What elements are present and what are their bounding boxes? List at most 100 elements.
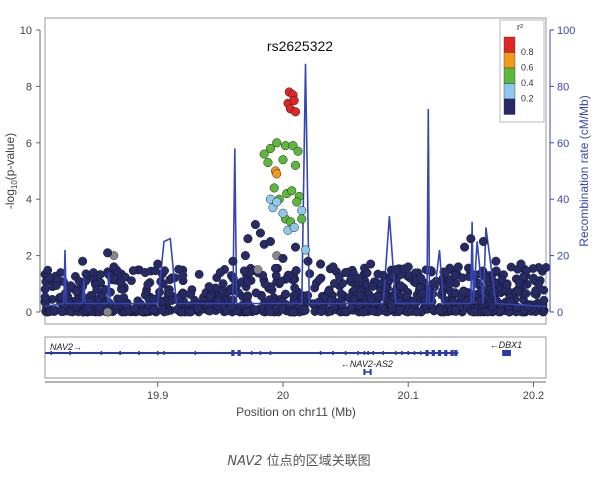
snp-point bbox=[292, 197, 302, 207]
snp-point bbox=[541, 263, 551, 272]
right-tick-label: 40 bbox=[557, 194, 569, 206]
snp-point bbox=[336, 289, 346, 299]
snp-point bbox=[445, 278, 455, 288]
x-axis: 19.9 20 20.1 20.2 bbox=[45, 381, 546, 402]
snp-point-gray bbox=[253, 265, 263, 275]
exon bbox=[367, 351, 369, 355]
snp-point bbox=[140, 267, 150, 278]
exon bbox=[444, 350, 448, 356]
snp-point bbox=[328, 262, 338, 272]
exon bbox=[319, 351, 322, 355]
snp-point bbox=[337, 300, 347, 310]
snp-point bbox=[78, 256, 88, 266]
snp-point bbox=[255, 228, 265, 238]
snp-point bbox=[519, 271, 529, 281]
exon bbox=[425, 350, 429, 356]
snp-point bbox=[380, 290, 390, 300]
snp-point bbox=[366, 259, 376, 269]
snp-points-layer bbox=[40, 63, 551, 317]
gene-label-dbx1: ←DBX1 bbox=[490, 340, 523, 350]
exon bbox=[454, 350, 458, 356]
legend-label: 0.8 bbox=[521, 47, 534, 57]
snp-point bbox=[260, 279, 270, 289]
snp-point bbox=[242, 306, 252, 316]
legend-swatch bbox=[503, 83, 516, 100]
snp-point bbox=[40, 292, 50, 302]
snp-point bbox=[167, 296, 177, 305]
exon bbox=[363, 351, 366, 355]
snp-point bbox=[502, 280, 512, 290]
left-tick-label: 8 bbox=[26, 81, 32, 93]
exon bbox=[259, 351, 262, 355]
exon bbox=[250, 351, 253, 355]
caption-text: 位点的区域关联图 bbox=[262, 454, 371, 469]
x-tick-label: 20 bbox=[277, 390, 289, 402]
snp-point bbox=[278, 253, 288, 263]
legend-label: 0.4 bbox=[521, 78, 534, 88]
left-tick-label: 0 bbox=[26, 307, 32, 319]
snp-point bbox=[109, 273, 119, 283]
exon bbox=[156, 351, 159, 355]
snp-point bbox=[178, 270, 188, 280]
snp-point bbox=[539, 285, 549, 295]
snp-point bbox=[435, 305, 445, 315]
x-tick-label: 19.9 bbox=[147, 390, 168, 402]
snp-point bbox=[528, 273, 539, 283]
snp-point bbox=[143, 280, 153, 289]
snp-point bbox=[289, 95, 299, 106]
exon bbox=[332, 351, 334, 355]
snp-point bbox=[368, 282, 378, 291]
snp-point bbox=[239, 266, 249, 276]
snp-point bbox=[448, 297, 458, 307]
snp-point bbox=[391, 265, 401, 275]
caption-gene-name: NAV2 bbox=[227, 454, 263, 469]
snp-point bbox=[387, 299, 397, 309]
snp-point bbox=[421, 265, 431, 275]
gene-label-nav2: NAV2→ bbox=[50, 342, 82, 352]
snp-point bbox=[491, 256, 501, 266]
snp-point bbox=[291, 266, 301, 275]
snp-point bbox=[263, 157, 273, 168]
snp-point bbox=[157, 305, 167, 315]
snp-point bbox=[122, 300, 132, 310]
recombination-rate-line bbox=[44, 63, 547, 308]
legend-swatch bbox=[503, 67, 516, 84]
snp-point bbox=[127, 276, 136, 286]
right-tick-label: 0 bbox=[557, 307, 563, 319]
snp-point bbox=[230, 281, 240, 291]
exon bbox=[138, 351, 140, 355]
snp-point bbox=[227, 302, 237, 312]
snp-point bbox=[416, 273, 426, 283]
snp-point bbox=[194, 269, 204, 279]
snp-point bbox=[362, 268, 372, 278]
snp-point bbox=[83, 303, 93, 313]
snp-point bbox=[130, 303, 140, 313]
left-tick-label: 6 bbox=[26, 138, 32, 150]
snp-point bbox=[65, 306, 75, 316]
snp-point bbox=[341, 267, 351, 278]
snp-point bbox=[305, 269, 315, 279]
snp-point bbox=[513, 286, 522, 296]
snp-point bbox=[297, 214, 307, 224]
exon bbox=[431, 350, 435, 356]
exon bbox=[69, 351, 71, 355]
x-tick-label: 20.2 bbox=[523, 390, 544, 402]
snp-point bbox=[368, 306, 378, 316]
snp-point bbox=[116, 278, 126, 288]
snp-point bbox=[516, 259, 526, 269]
snp-point bbox=[366, 294, 376, 303]
snp-point bbox=[272, 169, 282, 179]
left-tick-label: 4 bbox=[26, 194, 32, 206]
snp-point bbox=[243, 234, 253, 244]
snp-point bbox=[271, 271, 281, 280]
snp-point bbox=[515, 278, 524, 288]
gene-body-dbx1 bbox=[502, 350, 511, 356]
snp-point bbox=[186, 307, 195, 317]
snp-point bbox=[389, 291, 399, 301]
exon bbox=[357, 351, 359, 355]
snp-point bbox=[228, 256, 238, 266]
snp-point bbox=[460, 242, 470, 252]
legend-label: 0.6 bbox=[521, 63, 534, 73]
snp-point bbox=[450, 288, 460, 298]
snp-point bbox=[251, 288, 261, 298]
